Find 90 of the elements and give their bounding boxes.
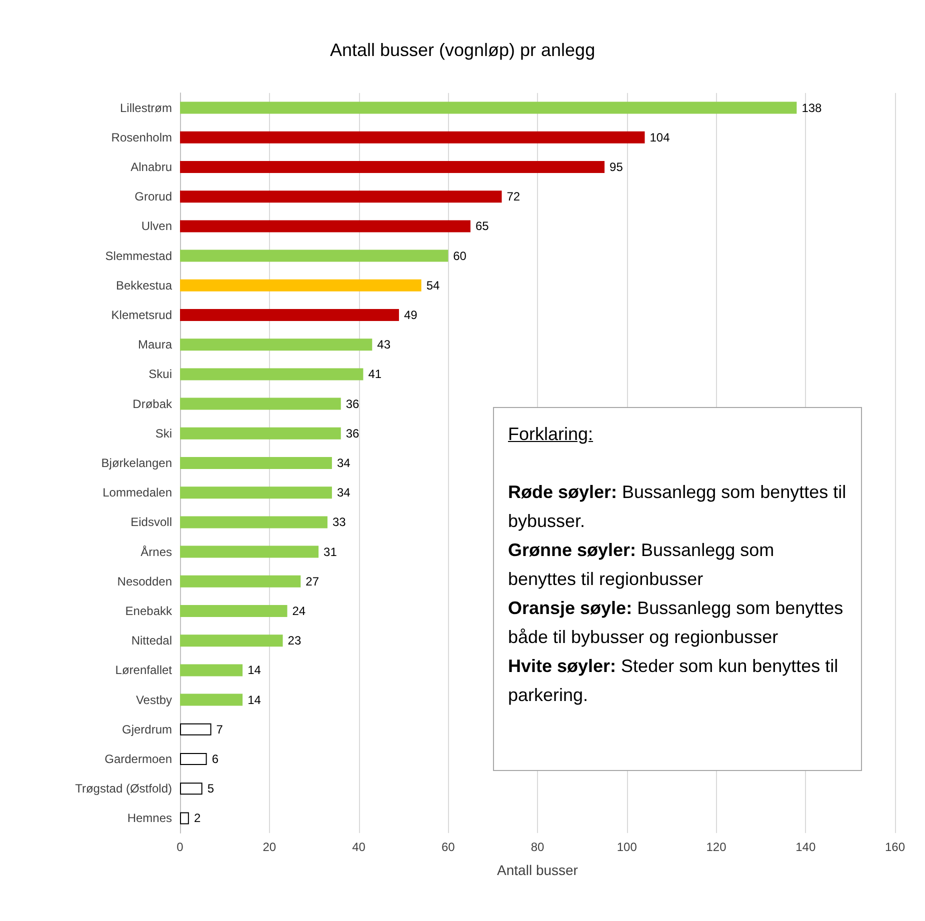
- bar: [180, 634, 283, 647]
- bar: [180, 338, 372, 351]
- y-tick-label: Eidsvoll: [130, 515, 172, 530]
- y-tick-label: Hemnes: [127, 811, 172, 826]
- bar: [180, 605, 288, 617]
- x-tick-label: 120: [706, 840, 727, 854]
- x-tick-label: 140: [796, 840, 816, 854]
- data-label: 2: [194, 811, 201, 826]
- data-label: 36: [346, 426, 360, 440]
- data-label: 31: [324, 544, 338, 559]
- y-tick-label: Årnes: [140, 544, 172, 559]
- data-label: 36: [346, 396, 360, 411]
- y-tick-label: Lillestrøm: [120, 100, 172, 115]
- bar: [180, 250, 448, 262]
- x-tick-label: 60: [441, 840, 456, 854]
- x-axis-title: Antall busser: [497, 862, 578, 878]
- data-label: 33: [332, 515, 346, 530]
- bar: [180, 664, 243, 676]
- data-label: 34: [336, 456, 351, 470]
- text-box: Forklaring: Røde søyler: Bussanlegg som benyttes til bybusser. Grønne søyler: Bussanlegg som benyttes til regionbusser Oransje søyle: Bussanlegg som benyttes både til bybusser og regionbusser Hvite søyler: Steder som kun benyttes til parkering.: [493, 407, 862, 771]
- data-label: 24: [292, 604, 306, 618]
- bar: [180, 279, 422, 292]
- bar: [180, 131, 645, 144]
- data-label: 60: [453, 248, 467, 263]
- data-label: 138: [802, 100, 822, 115]
- y-tick-label: Skui: [148, 367, 172, 382]
- data-label: 41: [368, 367, 382, 382]
- data-label: 14: [248, 692, 262, 707]
- bar: [180, 457, 332, 469]
- y-tick-label: Grorud: [134, 190, 172, 204]
- bar: [180, 309, 399, 321]
- bar: [180, 812, 189, 824]
- bar: [180, 161, 605, 173]
- data-label: 5: [207, 782, 214, 796]
- x-tick-label: 0: [176, 840, 184, 854]
- chart-title: Antall busser (vognløp) pr anlegg: [330, 40, 596, 60]
- data-label: 54: [426, 278, 440, 292]
- y-tick-label: Enebakk: [125, 604, 173, 618]
- bar: [180, 398, 341, 410]
- bar: [180, 220, 470, 232]
- bar: [180, 427, 341, 440]
- data-label: 72: [506, 190, 520, 204]
- y-tick-label: Bjørkelangen: [101, 456, 172, 470]
- bar: [180, 102, 797, 114]
- y-tick-label: Slemmestad: [105, 248, 172, 263]
- y-tick-label: Klemetsrud: [111, 308, 172, 322]
- y-tick-label: Ulven: [141, 219, 172, 234]
- data-label: 43: [377, 338, 391, 352]
- data-label: 104: [650, 130, 670, 144]
- y-tick-label: Trøgstad (Østfold): [75, 782, 172, 796]
- x-tick-label: 20: [262, 840, 276, 854]
- data-label: 95: [610, 160, 624, 174]
- data-label: 65: [475, 219, 490, 234]
- x-tick-label: 40: [352, 840, 366, 854]
- y-tick-label: Drøbak: [132, 396, 173, 411]
- bar: [180, 190, 502, 203]
- bar: [180, 575, 301, 588]
- data-label: 34: [336, 486, 351, 500]
- y-tick-label: Nesodden: [117, 574, 172, 588]
- data-label: 49: [404, 308, 418, 322]
- bar: [180, 546, 319, 558]
- y-tick-label: Lommedalen: [102, 486, 172, 500]
- bar: [180, 753, 207, 765]
- x-tick-label: 80: [530, 840, 544, 854]
- bar: [180, 782, 202, 795]
- bar: [180, 516, 328, 528]
- annotation: Grønne søyler: Bussanlegg som benyttes til regionbusser: [508, 539, 776, 591]
- y-tick-label: Lørenfallet: [115, 663, 173, 678]
- y-tick-label: Bekkestua: [116, 278, 172, 292]
- y-tick-label: Nittedal: [131, 634, 172, 648]
- data-label: 14: [248, 663, 262, 678]
- y-tick-label: Ski: [155, 426, 172, 440]
- x-tick-label: 160: [884, 840, 906, 854]
- data-label: 7: [216, 722, 224, 736]
- y-tick-label: Rosenholm: [111, 130, 172, 144]
- data-label: 6: [212, 752, 219, 766]
- y-tick-label: Alnabru: [130, 160, 172, 174]
- data-label: 23: [288, 634, 302, 648]
- y-tick-label: Vestby: [136, 692, 172, 707]
- bar: [180, 694, 243, 706]
- annotation: Oransje søyle: Bussanlegg som benyttes både til bybusser og regionbusser: [508, 597, 844, 649]
- data-label: 27: [306, 574, 320, 588]
- y-tick-label: Gardermoen: [104, 752, 172, 766]
- bar: [180, 723, 212, 736]
- y-tick-label: Maura: [138, 338, 172, 352]
- x-tick-label: 100: [616, 840, 638, 854]
- y-tick-label: Gjerdrum: [122, 722, 172, 736]
- bar: [180, 486, 332, 499]
- bar: [180, 368, 364, 380]
- annotation: Forklaring:: [508, 423, 594, 446]
